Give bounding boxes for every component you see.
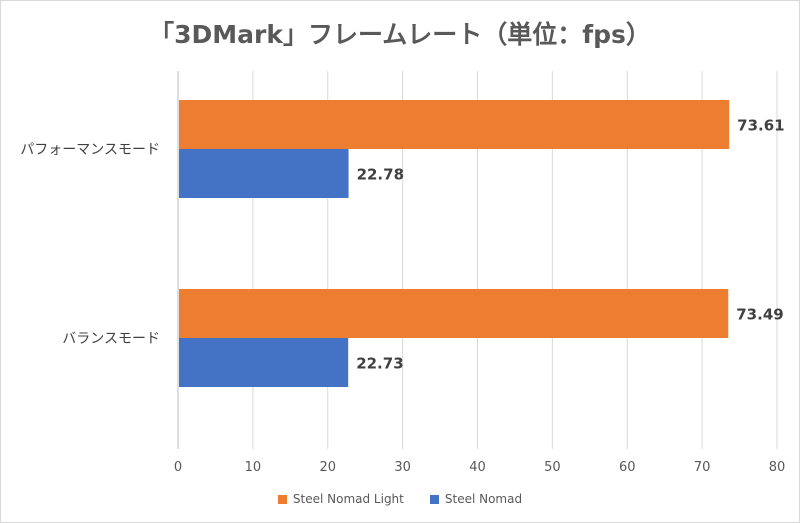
data-label: 73.49 [736, 306, 783, 324]
bar-steel-nomad-light [179, 100, 730, 149]
chart-legend: Steel Nomad Light Steel Nomad [1, 492, 799, 506]
x-tick-label: 50 [544, 460, 561, 475]
x-tick-label: 10 [245, 460, 262, 475]
x-tick-label: 40 [469, 460, 486, 475]
legend-swatch-series-1 [429, 494, 439, 504]
category-label: バランスモード [62, 331, 160, 347]
data-label: 22.73 [356, 355, 403, 373]
data-label: 73.61 [737, 117, 784, 135]
x-tick-label: 60 [619, 460, 636, 475]
bar-steel-nomad [179, 338, 349, 387]
x-tick-label: 20 [319, 460, 336, 475]
x-tick-label: 30 [394, 460, 411, 475]
category-label: パフォーマンスモード [20, 142, 160, 158]
chart-title: 「3DMark」フレームレート（単位：fps） [149, 20, 651, 49]
legend-label-series-0: Steel Nomad Light [292, 492, 404, 506]
legend-swatch-series-0 [277, 494, 287, 504]
x-tick-label: 0 [174, 460, 182, 475]
legend-item-series-0: Steel Nomad Light [277, 492, 404, 506]
x-tick-label: 70 [694, 460, 711, 475]
bar-steel-nomad-light [179, 289, 729, 338]
bar-steel-nomad [179, 149, 349, 198]
x-tick-label: 80 [769, 460, 786, 475]
legend-item-series-1: Steel Nomad [429, 492, 523, 506]
data-label: 22.78 [357, 166, 404, 184]
legend-label-series-1: Steel Nomad [444, 492, 523, 506]
